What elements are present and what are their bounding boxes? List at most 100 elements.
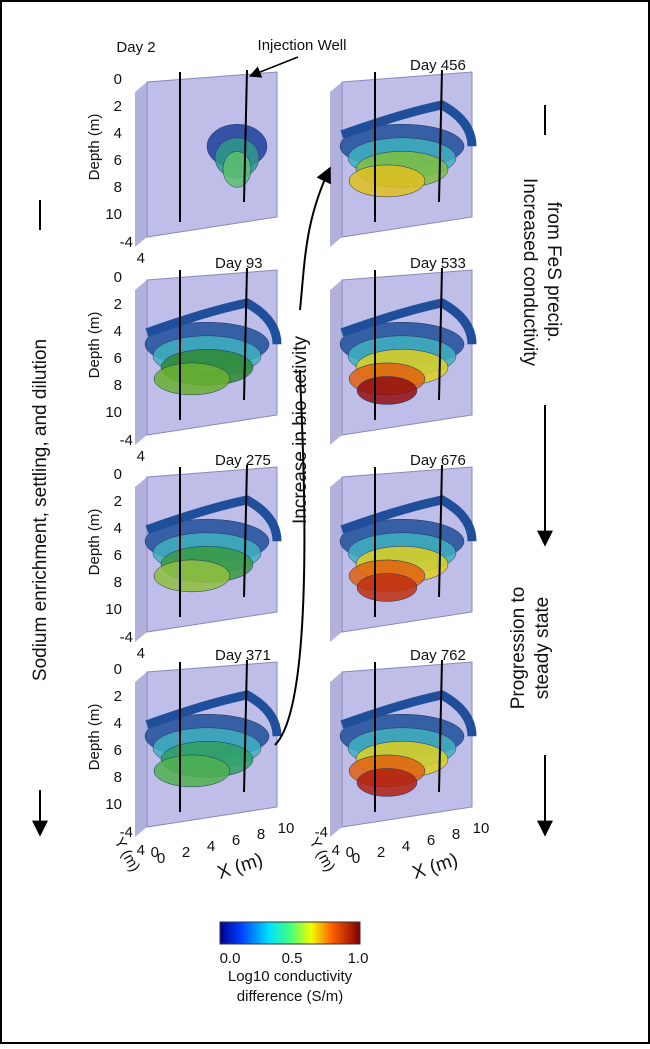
depth-tick: 8 [114,769,122,786]
depth-tick: 10 [105,601,122,618]
volume-side [135,280,147,445]
y-tick: -4 [120,234,133,251]
x-tick: 4 [207,838,215,855]
depth-tick: 8 [114,179,122,196]
injection-well-label: Injection Well [258,37,347,54]
x-tick: 6 [232,832,240,849]
isosurface [356,573,418,602]
isosurface [356,768,418,797]
depth-tick: 2 [114,493,122,510]
depth-label: Depth (m) [86,312,103,379]
colorbar-tick: 0.0 [220,950,241,967]
well [243,464,248,598]
isosurface [145,495,282,542]
right-top-annotation: from FeS precip. [543,202,564,342]
x-tick: 0 [157,850,165,867]
y-tick: -4 [120,824,133,841]
x-label: X (m) [410,850,461,884]
panel: Day 533 [330,255,477,445]
isosurface [340,298,477,345]
middle-annotation: Increase in bio-activity [290,336,311,524]
isosurface [222,151,252,188]
colorbar-tick: 1.0 [348,950,369,967]
panel: Day 676 [330,452,477,642]
isosurface [145,690,282,737]
y-tick: -4 [120,629,133,646]
depth-tick: 6 [114,547,122,564]
volume-side [135,477,147,642]
volume-side [330,280,342,445]
well [438,69,443,203]
volume-side [330,477,342,642]
isosurface [145,298,282,345]
well [438,659,443,793]
volume-side [330,672,342,837]
panel-label: Day 93 [215,255,263,272]
panel-label: Day 275 [215,452,271,469]
volume-side [135,672,147,837]
depth-tick: 8 [114,574,122,591]
arrow-curve [274,168,330,746]
y-tick: 4 [137,842,145,859]
y-tick: 0 [151,844,159,861]
isosurface [348,164,426,198]
panel-label: Day 762 [410,647,466,664]
depth-tick: 4 [114,125,122,142]
panel-label: Day 456 [410,57,466,74]
panel-label: Day 2 [116,39,155,56]
depth-label: Depth (m) [86,114,103,181]
isosurface [340,100,477,147]
x-tick: 10 [473,820,490,837]
panel: Day 456 [330,57,477,247]
panel: Day 762-44 0Y (m) 0 2 4 6 8 10X (m) [305,647,489,884]
right-bottom-annotation: steady state [532,597,553,699]
y-tick: 4 [137,250,145,267]
panel-label: Day 533 [410,255,466,272]
isosurface [153,754,231,788]
colorbar-label: difference (S/m) [237,988,343,1005]
x-tick: 2 [182,844,190,861]
x-tick: 8 [452,826,460,843]
volume-side [135,82,147,247]
panel-label: Day 371 [215,647,271,664]
depth-tick: 4 [114,520,122,537]
y-tick: 4 [332,842,340,859]
volume-side [330,82,342,247]
depth-label: Depth (m) [86,704,103,771]
x-tick: 0 [352,850,360,867]
y-tick: 0 [346,844,354,861]
well [243,267,248,401]
panel-label: Day 676 [410,452,466,469]
depth-tick: 0 [114,661,122,678]
depth-tick: 6 [114,350,122,367]
x-label: X (m) [215,850,266,884]
depth-tick: 2 [114,296,122,313]
isosurface [340,690,477,737]
well [243,659,248,793]
well [438,464,443,598]
y-tick: 4 [137,645,145,662]
well [438,267,443,401]
depth-tick: 4 [114,323,122,340]
depth-tick: 6 [114,152,122,169]
arrow-line [248,56,299,78]
depth-tick: 10 [105,796,122,813]
depth-tick: 0 [114,269,122,286]
colorbar-label: Log10 conductivity [228,968,353,985]
y-tick: 4 [137,448,145,465]
x-tick: 4 [402,838,410,855]
depth-tick: 4 [114,715,122,732]
well [243,69,248,203]
y-tick: -4 [315,824,328,841]
y-tick: -4 [120,432,133,449]
x-tick: 2 [377,844,385,861]
colorbar-tick: 0.5 [282,950,303,967]
isosurface [340,495,477,542]
